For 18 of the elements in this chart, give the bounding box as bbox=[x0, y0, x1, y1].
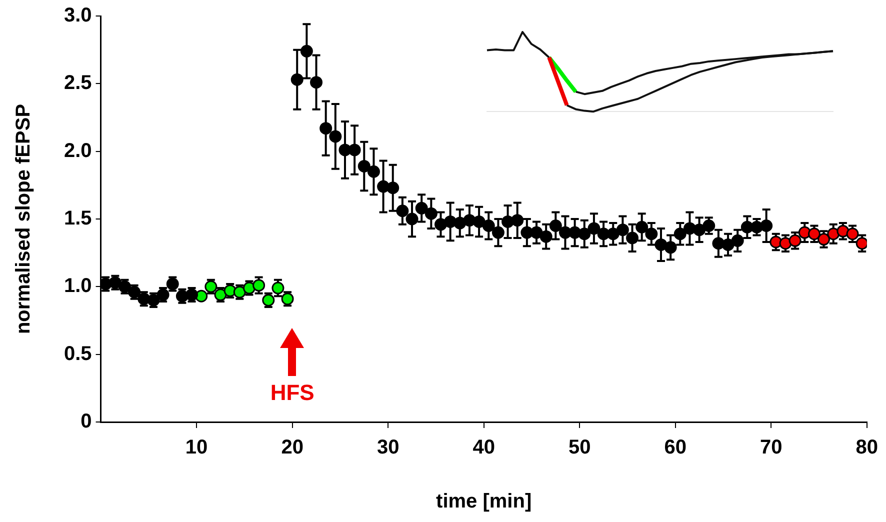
x-axis-title: time [min] bbox=[436, 490, 532, 513]
x-tick-label: 10 bbox=[185, 436, 208, 459]
y-tick-label: 2.0 bbox=[64, 140, 92, 162]
y-axis-title: normalised slope fEPSP bbox=[12, 104, 35, 334]
y-tick-label: 0.5 bbox=[64, 342, 92, 365]
y-tick-label: 3.0 bbox=[64, 4, 92, 27]
x-tick-label: 40 bbox=[472, 436, 495, 459]
x-tick-label: 20 bbox=[281, 436, 304, 459]
x-tick-label: 80 bbox=[856, 436, 878, 459]
y-tick-label: 1.0 bbox=[64, 275, 92, 298]
y-tick-label: 2.5 bbox=[64, 72, 92, 94]
y-tick-label: 0 bbox=[80, 410, 92, 433]
annotation: HFS bbox=[269, 380, 316, 406]
x-tick-label: 50 bbox=[568, 436, 591, 459]
y-tick-label: 1.5 bbox=[64, 208, 92, 230]
x-tick-label: 60 bbox=[664, 436, 686, 459]
x-tick-label: 30 bbox=[376, 436, 400, 459]
x-tick-label: 70 bbox=[760, 436, 782, 459]
